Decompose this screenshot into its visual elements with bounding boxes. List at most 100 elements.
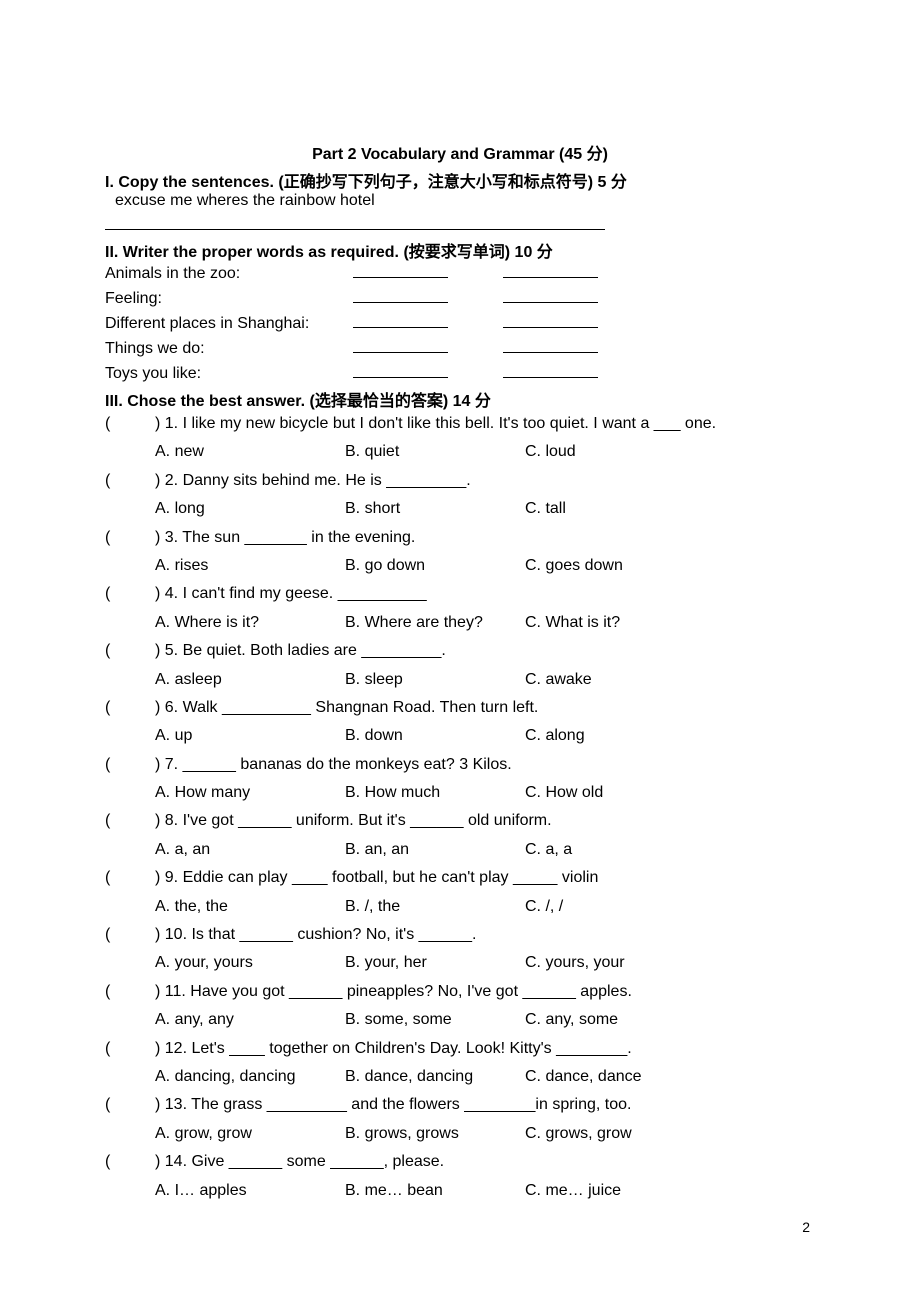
question-text: ) 12. Let's ____ together on Children's … xyxy=(155,1036,815,1062)
answer-blank[interactable] xyxy=(503,362,598,378)
answer-paren[interactable]: ( xyxy=(105,581,155,607)
option-a[interactable]: A. up xyxy=(155,723,345,749)
option-b[interactable]: B. grows, grows xyxy=(345,1121,525,1147)
option-a[interactable]: A. your, yours xyxy=(155,950,345,976)
options-row: A. the, theB. /, theC. /, / xyxy=(105,894,815,920)
question-row: () 4. I can't find my geese. __________ xyxy=(105,581,815,607)
option-c[interactable]: C. How old xyxy=(525,780,815,806)
option-c[interactable]: C. me… juice xyxy=(525,1178,815,1204)
answer-paren[interactable]: ( xyxy=(105,922,155,948)
option-a[interactable]: A. the, the xyxy=(155,894,345,920)
question-text: ) 8. I've got ______ uniform. But it's _… xyxy=(155,808,815,834)
option-a[interactable]: A. dancing, dancing xyxy=(155,1064,345,1090)
option-b[interactable]: B. me… bean xyxy=(345,1178,525,1204)
vocab-label: Different places in Shanghai: xyxy=(105,315,353,333)
vocab-label: Toys you like: xyxy=(105,365,353,383)
option-c[interactable]: C. /, / xyxy=(525,894,815,920)
answer-blank[interactable] xyxy=(353,362,448,378)
option-a[interactable]: A. a, an xyxy=(155,837,345,863)
vocab-row: Things we do: xyxy=(105,337,815,358)
question-text: ) 14. Give ______ some ______, please. xyxy=(155,1149,815,1175)
answer-blank[interactable] xyxy=(353,337,448,353)
vocab-label: Animals in the zoo: xyxy=(105,265,353,283)
section2-title: II. Writer the proper words as required.… xyxy=(105,238,815,262)
option-b[interactable]: B. How much xyxy=(345,780,525,806)
answer-line[interactable] xyxy=(105,210,605,230)
answer-blank[interactable] xyxy=(503,312,598,328)
option-b[interactable]: B. your, her xyxy=(345,950,525,976)
option-c[interactable]: C. awake xyxy=(525,667,815,693)
option-c[interactable]: C. yours, your xyxy=(525,950,815,976)
option-a[interactable]: A. rises xyxy=(155,553,345,579)
option-c[interactable]: C. dance, dance xyxy=(525,1064,815,1090)
answer-blank[interactable] xyxy=(503,337,598,353)
answer-blank[interactable] xyxy=(503,287,598,303)
section3-title: III. Chose the best answer. (选择最恰当的答案) 1… xyxy=(105,387,815,411)
copy-sentence: excuse me wheres the rainbow hotel xyxy=(105,192,815,210)
option-a[interactable]: A. long xyxy=(155,496,345,522)
option-c[interactable]: C. What is it? xyxy=(525,610,815,636)
options-row: A. newB. quietC. loud xyxy=(105,439,815,465)
option-c[interactable]: C. along xyxy=(525,723,815,749)
answer-paren[interactable]: ( xyxy=(105,411,155,437)
option-a[interactable]: A. How many xyxy=(155,780,345,806)
option-b[interactable]: B. Where are they? xyxy=(345,610,525,636)
question-text: ) 3. The sun _______ in the evening. xyxy=(155,525,815,551)
answer-blank[interactable] xyxy=(503,262,598,278)
option-c[interactable]: C. any, some xyxy=(525,1007,815,1033)
answer-blank[interactable] xyxy=(353,312,448,328)
answer-paren[interactable]: ( xyxy=(105,865,155,891)
answer-paren[interactable]: ( xyxy=(105,695,155,721)
option-b[interactable]: B. sleep xyxy=(345,667,525,693)
option-a[interactable]: A. new xyxy=(155,439,345,465)
option-b[interactable]: B. quiet xyxy=(345,439,525,465)
option-a[interactable]: A. asleep xyxy=(155,667,345,693)
answer-paren[interactable]: ( xyxy=(105,1036,155,1062)
option-b[interactable]: B. /, the xyxy=(345,894,525,920)
question-text: ) 1. I like my new bicycle but I don't l… xyxy=(155,411,815,437)
option-b[interactable]: B. go down xyxy=(345,553,525,579)
option-a[interactable]: A. I… apples xyxy=(155,1178,345,1204)
part-title: Part 2 Vocabulary and Grammar (45 分) xyxy=(105,140,815,164)
option-b[interactable]: B. an, an xyxy=(345,837,525,863)
question-row: () 3. The sun _______ in the evening. xyxy=(105,525,815,551)
answer-paren[interactable]: ( xyxy=(105,1149,155,1175)
question-row: () 13. The grass _________ and the flowe… xyxy=(105,1092,815,1118)
options-row: A. risesB. go downC. goes down xyxy=(105,553,815,579)
option-b[interactable]: B. down xyxy=(345,723,525,749)
option-c[interactable]: C. loud xyxy=(525,439,815,465)
answer-paren[interactable]: ( xyxy=(105,979,155,1005)
options-row: A. asleepB. sleepC. awake xyxy=(105,667,815,693)
answer-paren[interactable]: ( xyxy=(105,638,155,664)
answer-paren[interactable]: ( xyxy=(105,525,155,551)
option-b[interactable]: B. some, some xyxy=(345,1007,525,1033)
option-c[interactable]: C. goes down xyxy=(525,553,815,579)
answer-paren[interactable]: ( xyxy=(105,752,155,778)
answer-paren[interactable]: ( xyxy=(105,808,155,834)
answer-paren[interactable]: ( xyxy=(105,1092,155,1118)
option-b[interactable]: B. dance, dancing xyxy=(345,1064,525,1090)
option-c[interactable]: C. a, a xyxy=(525,837,815,863)
question-row: () 5. Be quiet. Both ladies are ________… xyxy=(105,638,815,664)
options-row: A. any, anyB. some, someC. any, some xyxy=(105,1007,815,1033)
option-a[interactable]: A. Where is it? xyxy=(155,610,345,636)
option-c[interactable]: C. tall xyxy=(525,496,815,522)
option-c[interactable]: C. grows, grow xyxy=(525,1121,815,1147)
question-row: () 7. ______ bananas do the monkeys eat?… xyxy=(105,752,815,778)
question-text: ) 4. I can't find my geese. __________ xyxy=(155,581,815,607)
answer-blank[interactable] xyxy=(353,262,448,278)
option-b[interactable]: B. short xyxy=(345,496,525,522)
options-row: A. your, yoursB. your, herC. yours, your xyxy=(105,950,815,976)
option-a[interactable]: A. any, any xyxy=(155,1007,345,1033)
answer-blank[interactable] xyxy=(353,287,448,303)
page-number: 2 xyxy=(802,1219,810,1235)
option-a[interactable]: A. grow, grow xyxy=(155,1121,345,1147)
options-row: A. grow, growB. grows, growsC. grows, gr… xyxy=(105,1121,815,1147)
options-row: A. upB. downC. along xyxy=(105,723,815,749)
question-row: () 2. Danny sits behind me. He is ______… xyxy=(105,468,815,494)
options-row: A. a, anB. an, anC. a, a xyxy=(105,837,815,863)
answer-paren[interactable]: ( xyxy=(105,468,155,494)
question-text: ) 9. Eddie can play ____ football, but h… xyxy=(155,865,815,891)
vocab-label: Feeling: xyxy=(105,290,353,308)
vocab-row: Toys you like: xyxy=(105,362,815,383)
